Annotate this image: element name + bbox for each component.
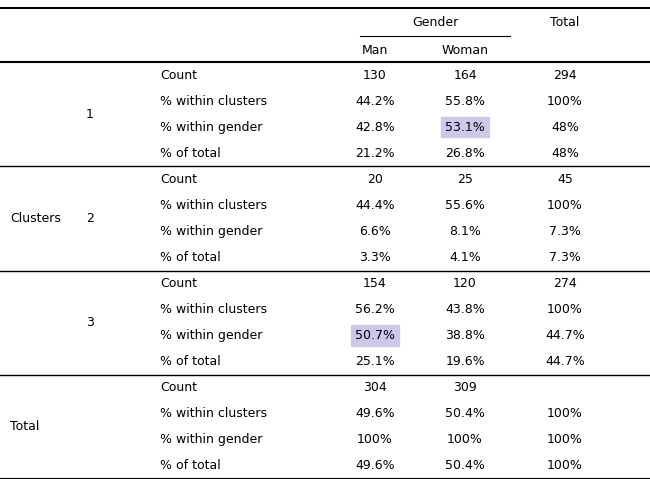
Text: 56.2%: 56.2% [355, 303, 395, 316]
Text: 25: 25 [457, 173, 473, 186]
Text: % within gender: % within gender [160, 433, 263, 446]
Text: 309: 309 [453, 381, 477, 394]
Text: 100%: 100% [547, 459, 583, 472]
Text: 8.1%: 8.1% [449, 225, 481, 238]
Text: 26.8%: 26.8% [445, 147, 485, 160]
Text: 38.8%: 38.8% [445, 329, 485, 342]
Text: 19.6%: 19.6% [445, 355, 485, 368]
Text: % within clusters: % within clusters [160, 199, 267, 212]
Text: 130: 130 [363, 68, 387, 81]
Text: 100%: 100% [547, 433, 583, 446]
Text: 20: 20 [367, 173, 383, 186]
Text: 25.1%: 25.1% [355, 355, 395, 368]
Text: 55.8%: 55.8% [445, 94, 485, 108]
Text: 100%: 100% [357, 433, 393, 446]
Text: 100%: 100% [547, 407, 583, 421]
Text: 3.3%: 3.3% [359, 251, 391, 264]
Text: % within clusters: % within clusters [160, 303, 267, 316]
Text: 7.3%: 7.3% [549, 225, 581, 238]
Text: 100%: 100% [547, 94, 583, 108]
Text: 50.4%: 50.4% [445, 407, 485, 421]
FancyBboxPatch shape [351, 326, 399, 346]
Text: 304: 304 [363, 381, 387, 394]
Text: Count: Count [160, 173, 197, 186]
Text: Count: Count [160, 381, 197, 394]
Text: 100%: 100% [447, 433, 483, 446]
Text: 7.3%: 7.3% [549, 251, 581, 264]
Text: 274: 274 [553, 277, 577, 290]
Text: 3: 3 [86, 316, 94, 329]
Text: Man: Man [362, 44, 388, 57]
Text: % within gender: % within gender [160, 121, 263, 134]
Text: Total: Total [551, 15, 580, 28]
Text: 154: 154 [363, 277, 387, 290]
Text: 100%: 100% [547, 199, 583, 212]
Text: 2: 2 [86, 212, 94, 225]
Text: 50.7%: 50.7% [355, 329, 395, 342]
Text: 44.2%: 44.2% [355, 94, 395, 108]
Text: 1: 1 [86, 108, 94, 121]
Text: % of total: % of total [160, 459, 221, 472]
Text: Woman: Woman [441, 44, 489, 57]
Text: 45: 45 [557, 173, 573, 186]
Text: Count: Count [160, 68, 197, 81]
Text: 42.8%: 42.8% [355, 121, 395, 134]
Text: Clusters: Clusters [10, 212, 61, 225]
Text: % of total: % of total [160, 355, 221, 368]
Text: 43.8%: 43.8% [445, 303, 485, 316]
Text: Gender: Gender [412, 15, 458, 28]
FancyBboxPatch shape [441, 117, 489, 137]
Text: 55.6%: 55.6% [445, 199, 485, 212]
Text: 4.1%: 4.1% [449, 251, 481, 264]
Text: 44.7%: 44.7% [545, 355, 585, 368]
Text: % of total: % of total [160, 147, 221, 160]
Text: Count: Count [160, 277, 197, 290]
Text: 53.1%: 53.1% [445, 121, 485, 134]
Text: % within gender: % within gender [160, 225, 263, 238]
Text: % within clusters: % within clusters [160, 407, 267, 421]
Text: 49.6%: 49.6% [355, 459, 395, 472]
Text: 294: 294 [553, 68, 577, 81]
Text: 49.6%: 49.6% [355, 407, 395, 421]
Text: % within clusters: % within clusters [160, 94, 267, 108]
Text: 50.4%: 50.4% [445, 459, 485, 472]
Text: 44.4%: 44.4% [355, 199, 395, 212]
Text: 164: 164 [453, 68, 477, 81]
Text: 100%: 100% [547, 303, 583, 316]
Text: 6.6%: 6.6% [359, 225, 391, 238]
Text: 44.7%: 44.7% [545, 329, 585, 342]
Text: % within gender: % within gender [160, 329, 263, 342]
Text: Total: Total [10, 421, 40, 433]
Text: 120: 120 [453, 277, 477, 290]
Text: 48%: 48% [551, 121, 579, 134]
Text: 48%: 48% [551, 147, 579, 160]
Text: % of total: % of total [160, 251, 221, 264]
Text: 21.2%: 21.2% [355, 147, 395, 160]
